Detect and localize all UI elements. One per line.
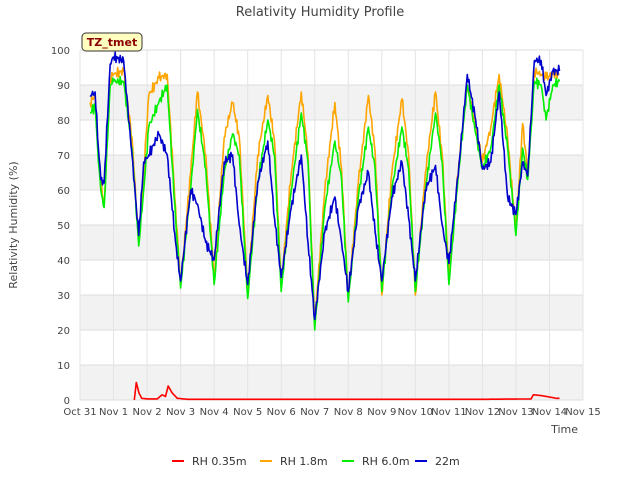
x-tick-label: Nov 4 <box>200 407 229 418</box>
y-tick-label: 20 <box>57 326 70 337</box>
y-tick-label: 40 <box>57 256 70 267</box>
series-line <box>89 51 561 321</box>
x-tick-label: Nov 14 <box>532 407 567 418</box>
series-line <box>133 381 560 401</box>
annotation-box <box>81 32 143 52</box>
x-tick-label: Nov 12 <box>465 407 500 418</box>
plot-band <box>80 295 583 330</box>
y-tick-label: 10 <box>57 361 70 372</box>
y-tick-label: 0 <box>64 396 70 407</box>
y-tick-label: 50 <box>57 221 70 232</box>
annotation-label: TZ_tmet <box>87 36 137 49</box>
x-tick-label: Nov 15 <box>565 407 600 418</box>
legend-label: RH 0.35m <box>192 455 247 468</box>
legend-label: RH 6.0m <box>362 455 410 468</box>
x-axis-label: Time <box>550 423 578 436</box>
y-tick-label: 30 <box>57 291 70 302</box>
legend-label: RH 1.8m <box>280 455 328 468</box>
y-axis-label: Relativity Humidity (%) <box>7 161 20 288</box>
x-tick-label: Nov 11 <box>431 407 466 418</box>
x-tick-label: Nov 8 <box>334 407 363 418</box>
y-tick-label: 90 <box>57 81 70 92</box>
x-axis-ticks: Oct 31 Nov 1 Nov 2 Nov 3 Nov 4 Nov 5 Nov 6 Nov … <box>63 407 600 418</box>
x-tick-label: Nov 1 <box>99 407 128 418</box>
chart-title: Relativity Humidity Profile <box>236 5 404 20</box>
x-tick-label: Nov 3 <box>166 407 195 418</box>
x-tick-label: Nov 6 <box>267 407 296 418</box>
y-tick-label: 60 <box>57 186 70 197</box>
legend-label: 22m <box>435 455 460 468</box>
x-tick-label: Nov 13 <box>498 407 533 418</box>
x-tick-label: Oct 31 <box>63 407 96 418</box>
x-tick-label: Nov 10 <box>398 407 433 418</box>
x-tick-label: Nov 2 <box>133 407 162 418</box>
y-tick-label: 70 <box>57 151 70 162</box>
station-annotation: TZ_tmet <box>81 32 143 52</box>
x-tick-label: Nov 9 <box>367 407 396 418</box>
series-layer <box>89 51 561 401</box>
plot-band <box>80 365 583 400</box>
x-tick-label: Nov 7 <box>300 407 329 418</box>
y-tick-label: 100 <box>51 46 70 57</box>
x-tick-label: Nov 5 <box>233 407 262 418</box>
plot-band <box>80 225 583 260</box>
legend: RH 0.35m RH 1.8m RH 6.0m 22m <box>172 455 460 468</box>
y-axis-ticks: 0 10 20 30 40 50 60 70 80 90 100 <box>51 46 70 407</box>
grid-lines <box>79 49 584 401</box>
y-tick-label: 80 <box>57 116 70 127</box>
